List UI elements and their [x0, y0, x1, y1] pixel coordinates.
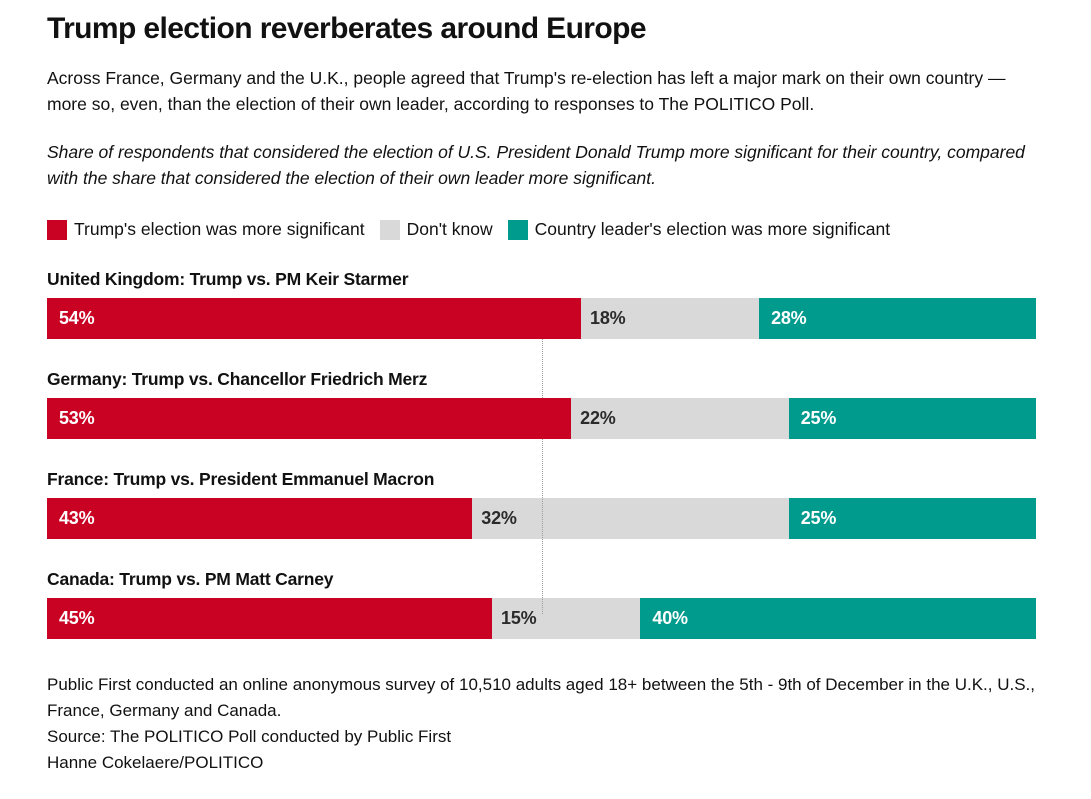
segment-value-label: 25%: [800, 408, 837, 428]
segment-value-label: 53%: [59, 408, 95, 428]
bar-segment-leader: 28%: [759, 298, 1036, 339]
footer: Public First conducted an online anonymo…: [47, 672, 1036, 776]
segment-value-label: 45%: [59, 608, 95, 628]
bar-segment-trump: 53%: [47, 398, 572, 439]
segment-value-label: 18%: [590, 308, 626, 328]
legend-swatch-teal: [507, 219, 528, 240]
chart-description: Across France, Germany and the U.K., peo…: [47, 68, 1006, 114]
legend-swatch-gray: [379, 219, 400, 240]
chart-area: United Kingdom: Trump vs. PM Keir Starme…: [47, 270, 1036, 639]
segment-value-label: 54%: [59, 308, 95, 328]
bar-segment-trump: 45%: [47, 598, 493, 639]
country-label: Germany: Trump vs. Chancellor Friedrich …: [47, 369, 428, 389]
bar-segment-leader: 25%: [788, 398, 1036, 439]
country-label: Canada: Trump vs. PM Matt Carney: [47, 569, 334, 589]
segment-value-label: 40%: [652, 608, 688, 628]
bar-segment-dont-know: 22%: [571, 398, 789, 439]
methodology-note: Public First conducted an online anonymo…: [47, 675, 1036, 720]
bar-segment-leader: 25%: [788, 498, 1036, 539]
segment-value-label: 43%: [59, 508, 95, 528]
country-label: France: Trump vs. President Emmanuel Mac…: [47, 469, 435, 489]
bar-segment-dont-know: 18%: [581, 298, 760, 339]
page-title: Trump election reverberates around Europ…: [47, 12, 647, 45]
legend-label: Country leader's election was more signi…: [534, 219, 891, 239]
legend-item-dont-know: Don't know: [379, 219, 493, 240]
legend-item-leader: Country leader's election was more signi…: [507, 219, 891, 240]
source-line: Source: The POLITICO Poll conducted by P…: [47, 727, 452, 746]
chart-subtitle-note: Share of respondents that considered the…: [47, 142, 1025, 188]
country-label: United Kingdom: Trump vs. PM Keir Starme…: [47, 269, 409, 289]
legend-label: Trump's election was more significant: [74, 219, 365, 239]
segment-value-label: 25%: [800, 508, 837, 528]
bar-segment-leader: 40%: [640, 598, 1036, 639]
bar-segment-trump: 43%: [47, 498, 473, 539]
stacked-bar: 54% 18% 28%: [47, 298, 1036, 339]
legend-item-trump: Trump's election was more significant: [47, 219, 365, 240]
bar-segment-trump: 54%: [47, 298, 582, 339]
segment-value-label: 28%: [771, 308, 807, 328]
bar-segment-dont-know: 32%: [472, 498, 789, 539]
stacked-bar: 43% 32% 25%: [47, 498, 1036, 539]
segment-value-label: 22%: [580, 408, 616, 428]
chart-row-france: France: Trump vs. President Emmanuel Mac…: [47, 470, 1036, 539]
legend-label: Don't know: [406, 219, 493, 239]
chart-row-canada: Canada: Trump vs. PM Matt Carney 45% 15%…: [47, 570, 1036, 639]
legend: Trump's election was more significant Do…: [47, 219, 1036, 240]
stacked-bar: 45% 15% 40%: [47, 598, 1036, 639]
fifty-percent-gridline: [541, 298, 543, 614]
chart-row-germany: Germany: Trump vs. Chancellor Friedrich …: [47, 370, 1036, 439]
chart-row-uk: United Kingdom: Trump vs. PM Keir Starme…: [47, 270, 1036, 339]
stacked-bar: 53% 22% 25%: [47, 398, 1036, 439]
byline: Hanne Cokelaere/POLITICO: [47, 753, 264, 772]
segment-value-label: 32%: [481, 508, 517, 528]
segment-value-label: 15%: [501, 608, 537, 628]
bar-segment-dont-know: 15%: [492, 598, 641, 639]
legend-swatch-red: [47, 219, 67, 240]
